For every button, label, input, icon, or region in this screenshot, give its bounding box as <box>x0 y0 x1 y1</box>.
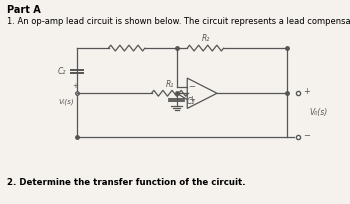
Text: Vᵢ(s): Vᵢ(s) <box>59 99 74 105</box>
Text: R₂: R₂ <box>201 34 210 43</box>
Text: +: + <box>303 87 310 96</box>
Text: C₂: C₂ <box>187 97 195 106</box>
Text: Part A: Part A <box>7 5 41 15</box>
Text: 1. An op-amp lead circuit is shown below. The circuit represents a lead compensa: 1. An op-amp lead circuit is shown below… <box>7 18 350 27</box>
Text: −: − <box>188 82 195 91</box>
Text: 2. Determine the transfer function of the circuit.: 2. Determine the transfer function of th… <box>7 177 246 186</box>
Text: V₀(s): V₀(s) <box>310 108 328 117</box>
Text: C₂: C₂ <box>57 67 66 76</box>
Text: −: − <box>303 131 310 140</box>
Text: +: + <box>72 83 78 89</box>
Text: +: + <box>188 95 195 104</box>
Text: R₁: R₁ <box>166 80 174 89</box>
